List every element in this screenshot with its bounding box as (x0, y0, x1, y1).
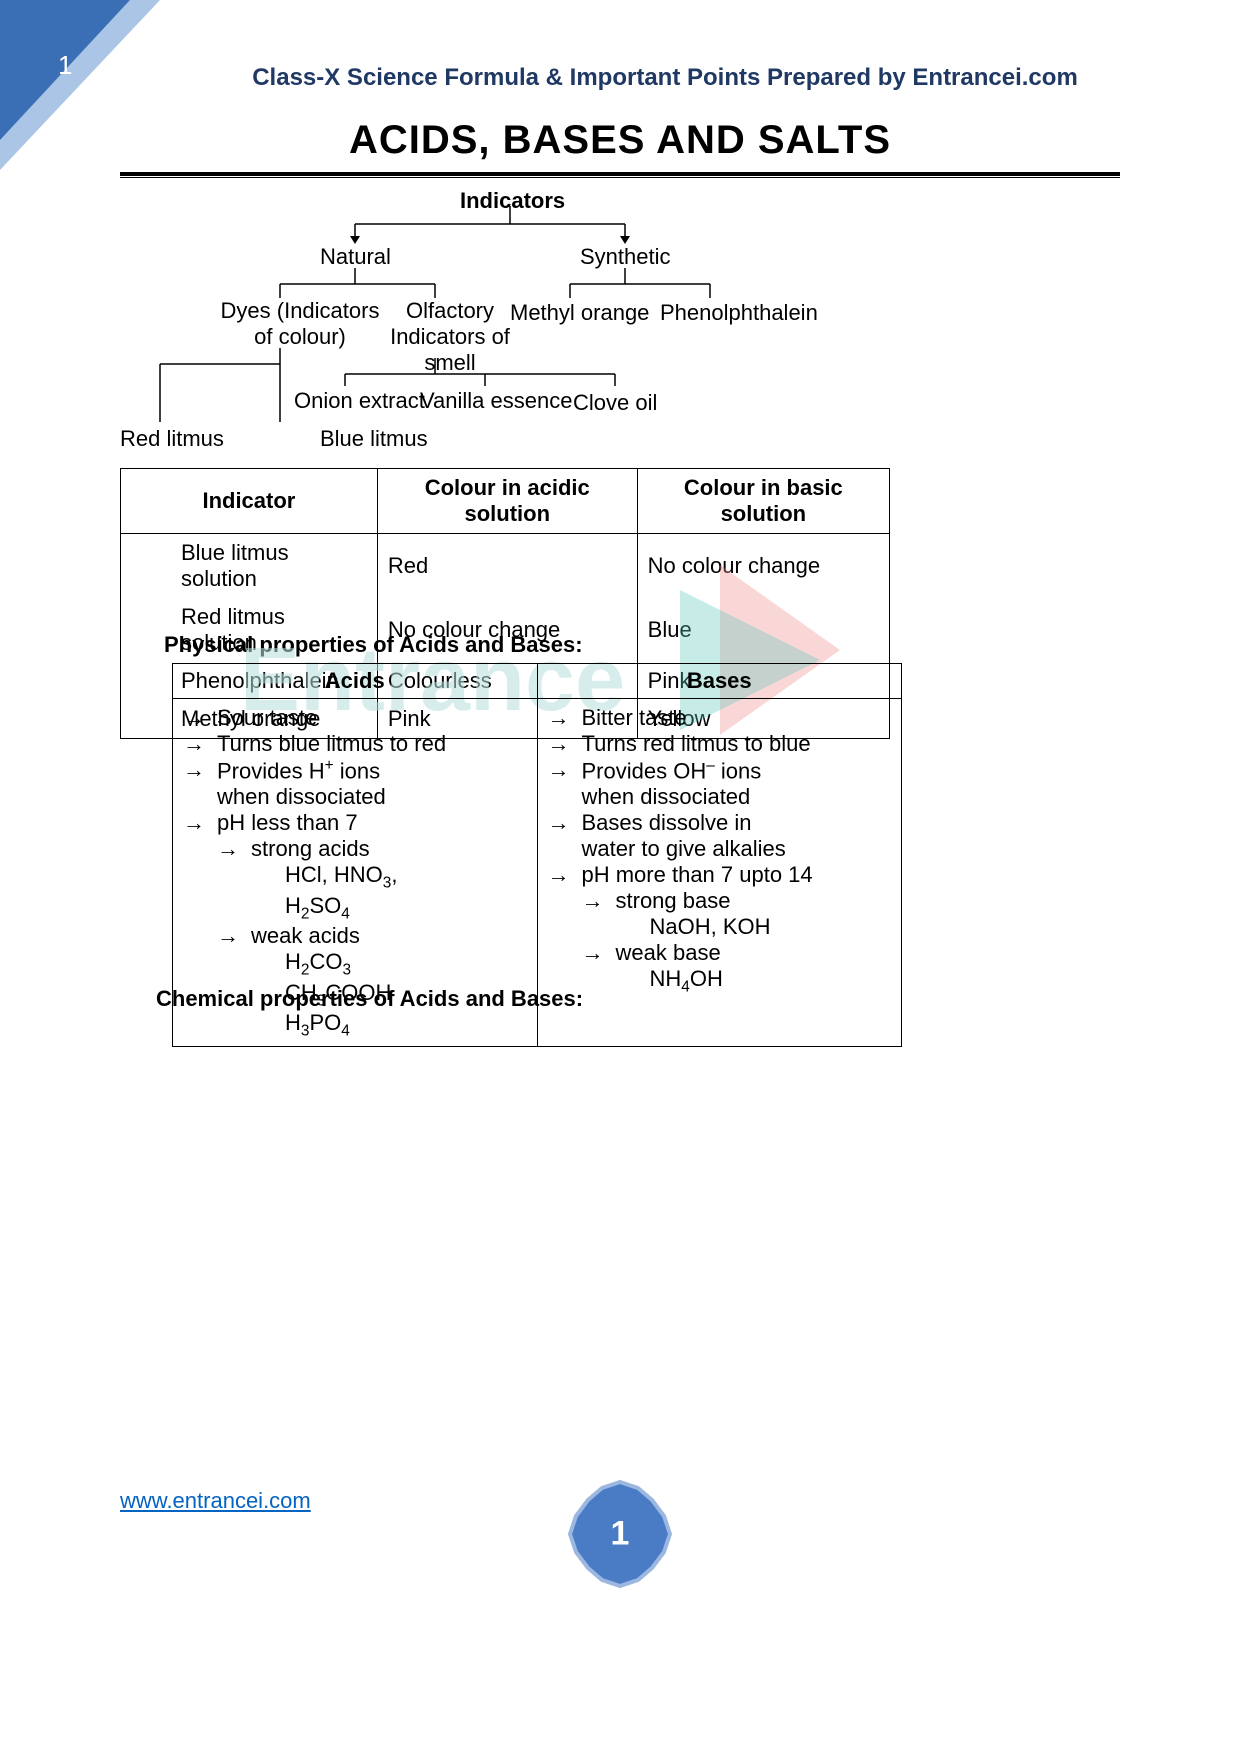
spacer (548, 784, 582, 810)
acid-example: H2SO4 (285, 893, 350, 923)
spacer (183, 784, 217, 810)
arrow-icon: → (548, 705, 582, 731)
tree-synthetic: Synthetic (580, 244, 671, 270)
arrow-icon: → (183, 731, 217, 757)
acid-item-cont: when dissociated (217, 784, 386, 810)
arrow-icon: → (548, 731, 582, 757)
prop-header-acids: Acids (173, 664, 538, 699)
base-sub: strong base (616, 888, 731, 914)
base-item: Provides OH– ions (582, 757, 762, 784)
acid-sub: weak acids (251, 923, 360, 949)
indicator-header-0: Indicator (121, 469, 378, 534)
tree-redlitmus: Red litmus (120, 426, 224, 452)
tree-dyes: Dyes (Indicators of colour) (215, 298, 385, 350)
base-item: Turns red litmus to blue (582, 731, 811, 757)
prop-header-bases: Bases (537, 664, 902, 699)
arrow-icon: → (183, 757, 217, 784)
tree-onion: Onion extract (294, 388, 425, 414)
base-item: Bitter taste (582, 705, 687, 731)
tree-clove: Clove oil (573, 390, 657, 416)
tree-methylorange: Methyl orange (510, 300, 649, 326)
arrow-icon: → (217, 923, 251, 949)
cell: No colour change (637, 534, 889, 599)
section-physical-title: Physical properties of Acids and Bases: (164, 632, 583, 658)
acid-item: pH less than 7 (217, 810, 358, 836)
footer-page-badge: 1 (560, 1474, 680, 1594)
base-sub: weak base (616, 940, 721, 966)
indicator-header-1: Colour in acidic solution (377, 469, 637, 534)
acid-sub: strong acids (251, 836, 370, 862)
acid-item: Sour taste (217, 705, 317, 731)
base-item: pH more than 7 upto 14 (582, 862, 813, 888)
tree-phenolphthalein: Phenolphthalein (660, 300, 818, 326)
tree-root: Indicators (460, 188, 565, 214)
arrow-icon: → (548, 862, 582, 888)
acid-item: Provides H+ ions (217, 757, 380, 784)
corner-page-number: 1 (58, 50, 72, 81)
acid-item: Turns blue litmus to red (217, 731, 446, 757)
base-example: NH4OH (650, 966, 723, 996)
arrow-icon: → (582, 888, 616, 914)
arrow-icon: → (217, 836, 251, 862)
tree-natural: Natural (320, 244, 391, 270)
tree-olfactory: Olfactory Indicators of smell (390, 298, 510, 376)
arrow-icon: → (183, 810, 217, 836)
base-item-cont: when dissociated (582, 784, 751, 810)
acid-example: HCl, HNO3, (285, 862, 397, 892)
bases-cell: →Bitter taste →Turns red litmus to blue … (537, 699, 902, 1047)
table-row: Indicator Colour in acidic solution Colo… (121, 469, 890, 534)
arrow-icon: → (183, 705, 217, 731)
cell: Red (377, 534, 637, 599)
tree-bluelitmus: Blue litmus (320, 426, 428, 452)
base-item-cont: water to give alkalies (582, 836, 786, 862)
acid-example: H2CO3 (285, 949, 351, 979)
cell: Blue litmus solution (121, 534, 378, 599)
table-row: Acids Bases (173, 664, 902, 699)
page-header: Class-X Science Formula & Important Poin… (210, 64, 1120, 92)
arrow-icon: → (548, 810, 582, 836)
title-underline (120, 172, 1120, 178)
table-row: Blue litmus solution Red No colour chang… (121, 534, 890, 599)
base-item: Bases dissolve in (582, 810, 752, 836)
footer-page-number: 1 (611, 1515, 630, 1554)
arrow-icon: → (582, 940, 616, 966)
section-chemical-title: Chemical properties of Acids and Bases: (156, 986, 583, 1012)
cell: Blue (637, 598, 889, 662)
arrow-icon: → (548, 757, 582, 784)
acid-example: H3PO4 (285, 1010, 350, 1040)
main-title: ACIDS, BASES AND SALTS (0, 118, 1240, 163)
spacer (548, 836, 582, 862)
indicator-header-2: Colour in basic solution (637, 469, 889, 534)
tree-vanilla: Vanilla essence (420, 388, 572, 414)
footer-link[interactable]: www.entrancei.com (120, 1488, 311, 1514)
base-example: NaOH, KOH (650, 914, 771, 940)
